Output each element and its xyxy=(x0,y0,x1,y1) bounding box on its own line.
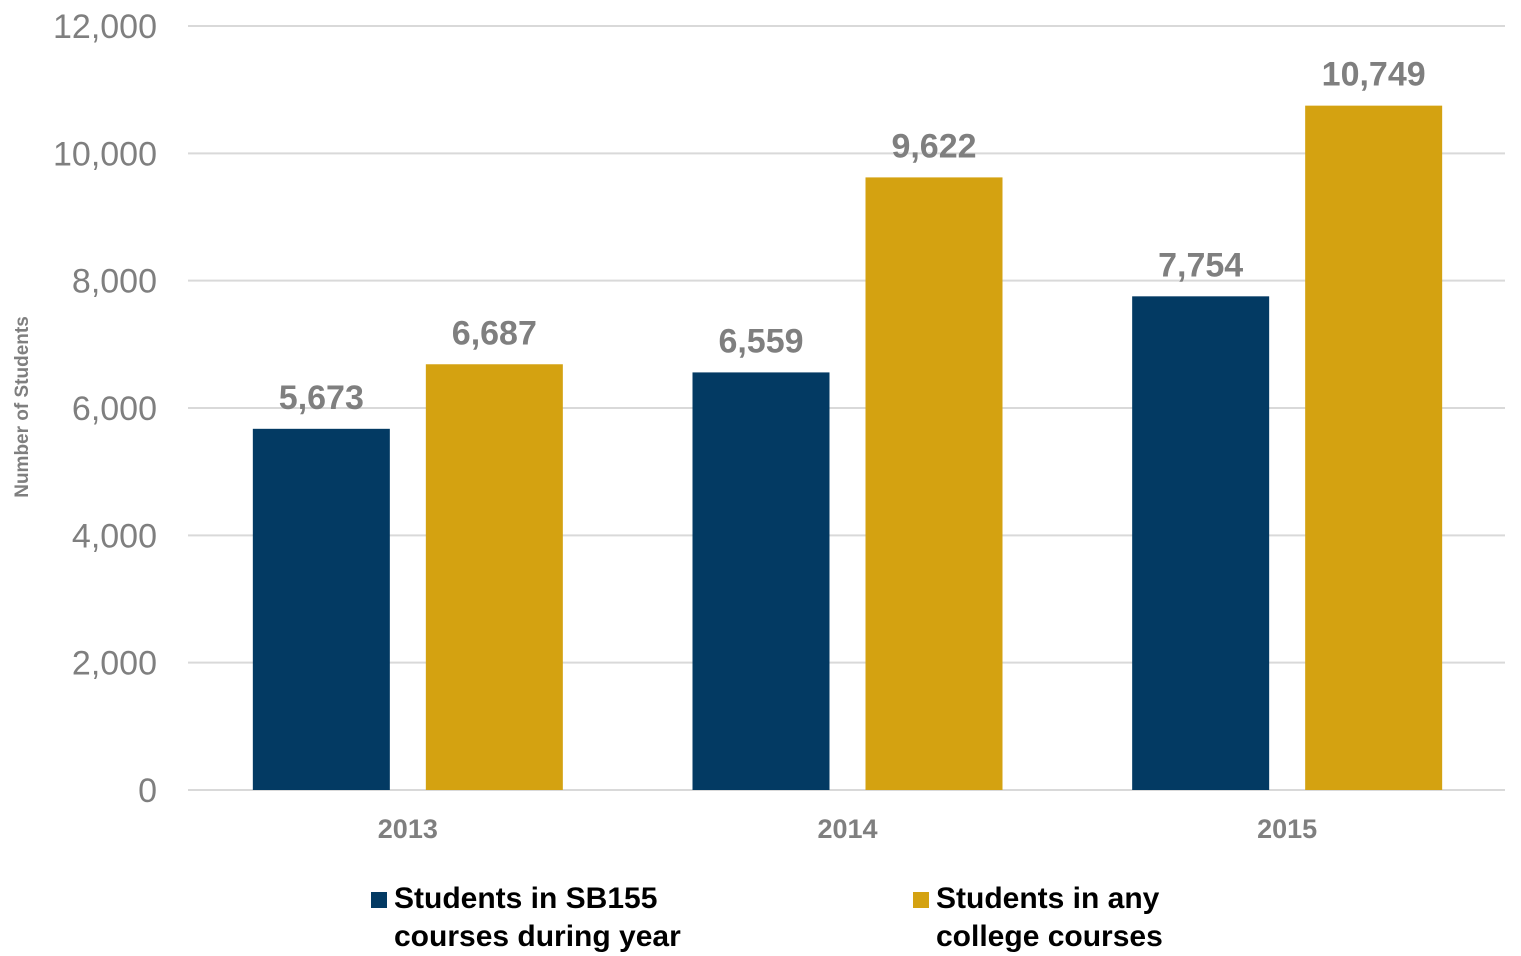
legend-item-any-college: Students in any college courses xyxy=(913,880,1163,956)
bar-2014-series-1 xyxy=(865,177,1003,790)
data-label-2015-series-0: 7,754 xyxy=(1158,246,1243,284)
y-tick-label: 6,000 xyxy=(72,390,157,428)
data-label-2015-series-1: 10,749 xyxy=(1322,56,1426,94)
legend-swatch-sb155 xyxy=(371,892,387,908)
y-axis-label: Number of Students xyxy=(12,316,33,498)
x-axis-ticks: 2013 2014 2015 xyxy=(378,814,1317,844)
data-label-2013-series-0: 5,673 xyxy=(279,379,364,417)
data-label-2014-series-0: 6,559 xyxy=(718,322,803,360)
x-tick-label: 2013 xyxy=(378,814,438,844)
bar-2013-series-1 xyxy=(425,364,563,790)
bar-2014-series-0 xyxy=(692,372,830,790)
bar-2013-series-0 xyxy=(252,428,390,790)
y-tick-label: 2,000 xyxy=(72,645,157,683)
gridlines xyxy=(188,25,1505,791)
bar-2015-series-0 xyxy=(1132,296,1270,790)
y-tick-label: 0 xyxy=(138,772,157,810)
x-tick-label: 2014 xyxy=(817,814,877,844)
data-label-2014-series-1: 9,622 xyxy=(891,127,976,165)
legend-item-sb155: Students in SB155 courses during year xyxy=(371,880,681,956)
y-tick-label: 4,000 xyxy=(72,517,157,555)
data-labels: 5,673 6,687 6,559 9,622 7,754 10,749 xyxy=(279,56,1426,417)
legend-label-any-college: Students in any college courses xyxy=(936,882,1163,953)
y-tick-label: 10,000 xyxy=(53,135,157,173)
y-tick-label: 8,000 xyxy=(72,263,157,301)
x-tick-label: 2015 xyxy=(1257,814,1317,844)
legend-label-sb155: Students in SB155 courses during year xyxy=(394,882,681,953)
legend-swatch-any-college xyxy=(913,892,929,908)
bars xyxy=(252,105,1443,791)
bar-chart: 0 2,000 4,000 6,000 8,000 10,000 12,000 5,673 6… xyxy=(12,8,1505,844)
y-axis-ticks: 0 2,000 4,000 6,000 8,000 10,000 12,000 xyxy=(53,8,157,810)
data-label-2013-series-1: 6,687 xyxy=(452,314,537,352)
bar-2015-series-1 xyxy=(1305,105,1443,791)
y-tick-label: 12,000 xyxy=(53,8,157,46)
